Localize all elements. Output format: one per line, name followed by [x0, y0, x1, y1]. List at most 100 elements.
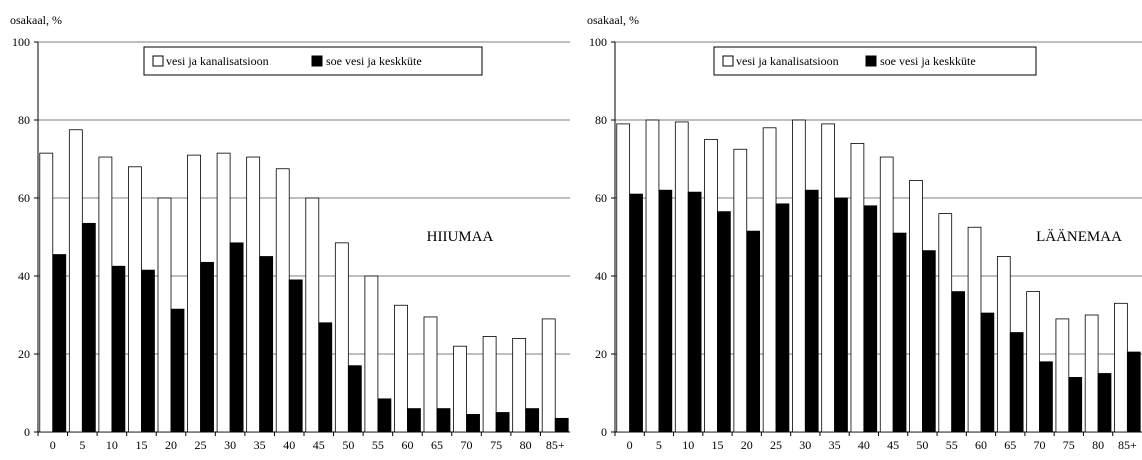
bar-soe-vesi-ja-keskkute: [1009, 332, 1024, 433]
bar-soe-vesi-ja-keskkute: [804, 189, 819, 433]
x-tick-label: 30: [224, 438, 236, 452]
bar-vesi-ja-kanalisatsioon: [938, 213, 953, 433]
bar-vesi-ja-kanalisatsioon: [98, 156, 113, 433]
legend-swatch-black: [311, 55, 323, 67]
bar-soe-vesi-ja-keskkute: [466, 414, 480, 433]
bar-vesi-ja-kanalisatsioon: [541, 318, 556, 433]
x-tick-label: 50: [916, 438, 928, 452]
x-tick-label: 15: [711, 438, 723, 452]
bar-soe-vesi-ja-keskkute: [1068, 376, 1083, 433]
bar-soe-vesi-ja-keskkute: [980, 312, 995, 433]
x-tick-label: 35: [254, 438, 266, 452]
legend-label: soe vesi ja keskküte: [880, 54, 976, 68]
bar-soe-vesi-ja-keskkute: [658, 189, 673, 433]
bar-vesi-ja-kanalisatsioon: [674, 121, 689, 433]
bar-soe-vesi-ja-keskkute: [775, 203, 790, 433]
bar-vesi-ja-kanalisatsioon: [762, 127, 777, 433]
bar-soe-vesi-ja-keskkute: [554, 417, 569, 433]
legend-swatch-black: [865, 55, 877, 67]
y-tick-label: 100: [12, 35, 30, 49]
y-tick-label: 80: [595, 113, 607, 127]
x-tick-label: 85+: [1118, 438, 1137, 452]
x-tick-label: 60: [401, 438, 413, 452]
bar-vesi-ja-kanalisatsioon: [482, 336, 497, 433]
bar-vesi-ja-kanalisatsioon: [68, 129, 83, 433]
x-tick-label: 0: [627, 438, 633, 452]
x-tick-label: 80: [1092, 438, 1104, 452]
x-tick-label: 45: [313, 438, 325, 452]
bar-vesi-ja-kanalisatsioon: [423, 316, 438, 433]
bar-vesi-ja-kanalisatsioon: [821, 123, 835, 433]
bar-soe-vesi-ja-keskkute: [347, 365, 362, 433]
x-tick-label: 40: [283, 438, 295, 452]
x-tick-label: 35: [829, 438, 841, 452]
bar-soe-vesi-ja-keskkute: [407, 408, 421, 433]
bar-soe-vesi-ja-keskkute: [863, 205, 878, 433]
bar-soe-vesi-ja-keskkute: [525, 408, 540, 433]
bar-soe-vesi-ja-keskkute: [436, 408, 451, 433]
y-tick-label: 40: [595, 269, 607, 283]
x-tick-label: 65: [431, 438, 443, 452]
bar-soe-vesi-ja-keskkute: [259, 256, 274, 433]
y-tick-label: 60: [595, 191, 607, 205]
chart-laanemaa: osakaal, % 0 20 40 60 80 100 0 5 10 15 20 25 30 35 40 45…: [587, 13, 1142, 452]
bar-vesi-ja-kanalisatsioon: [246, 156, 261, 433]
x-tick-label: 0: [50, 438, 56, 452]
bar-soe-vesi-ja-keskkute: [170, 308, 185, 433]
bar-soe-vesi-ja-keskkute: [200, 261, 214, 433]
bar-soe-vesi-ja-keskkute: [1097, 373, 1112, 433]
x-tick-label: 60: [975, 438, 987, 452]
x-tick-label: 80: [520, 438, 532, 452]
x-tick-label: 40: [858, 438, 870, 452]
y-tick-label: 60: [18, 191, 30, 205]
bar-vesi-ja-kanalisatsioon: [704, 139, 718, 433]
region-label: LÄÄNEMAA: [1036, 228, 1122, 245]
bar-vesi-ja-kanalisatsioon: [879, 156, 894, 433]
legend-label: vesi ja kanalisatsioon: [736, 54, 839, 68]
bar-vesi-ja-kanalisatsioon: [645, 119, 660, 433]
bar-vesi-ja-kanalisatsioon: [792, 119, 806, 433]
x-tick-label: 45: [887, 438, 899, 452]
bar-vesi-ja-kanalisatsioon: [275, 168, 290, 433]
region-label: HIIUMAA: [427, 229, 494, 245]
bar-vesi-ja-kanalisatsioon: [305, 197, 320, 433]
bar-vesi-ja-kanalisatsioon: [394, 304, 408, 433]
legend-label: soe vesi ja keskküte: [326, 54, 422, 68]
bar-vesi-ja-kanalisatsioon: [128, 166, 142, 433]
y-tick-label: 100: [589, 35, 607, 49]
y-tick-label: 0: [601, 425, 607, 439]
x-tick-label: 15: [135, 438, 147, 452]
y-tick-label: 20: [595, 347, 607, 361]
bar-soe-vesi-ja-keskkute: [717, 211, 731, 433]
x-tick-label: 70: [1034, 438, 1046, 452]
bar-soe-vesi-ja-keskkute: [377, 398, 392, 433]
bar-soe-vesi-ja-keskkute: [229, 242, 244, 433]
x-tick-label: 25: [770, 438, 782, 452]
bar-vesi-ja-kanalisatsioon: [616, 123, 631, 433]
bar-vesi-ja-kanalisatsioon: [1114, 302, 1128, 433]
y-axis-label: osakaal, %: [10, 13, 62, 27]
bar-vesi-ja-kanalisatsioon: [733, 148, 748, 433]
x-tick-label: 85+: [546, 438, 565, 452]
bar-soe-vesi-ja-keskkute: [629, 193, 643, 433]
bar-vesi-ja-kanalisatsioon: [216, 152, 231, 433]
x-tick-label: 5: [79, 438, 85, 452]
bar-soe-vesi-ja-keskkute: [892, 232, 907, 433]
x-tick-label: 75: [490, 438, 502, 452]
bar-vesi-ja-kanalisatsioon: [967, 226, 982, 433]
bar-soe-vesi-ja-keskkute: [922, 250, 936, 433]
bar-soe-vesi-ja-keskkute: [1126, 351, 1141, 433]
bar-soe-vesi-ja-keskkute: [141, 269, 155, 433]
bar-soe-vesi-ja-keskkute: [318, 322, 333, 433]
x-tick-label: 30: [799, 438, 811, 452]
y-tick-label: 80: [18, 113, 30, 127]
x-tick-label: 10: [106, 438, 118, 452]
bar-vesi-ja-kanalisatsioon: [157, 197, 172, 433]
bar-soe-vesi-ja-keskkute: [951, 291, 965, 433]
x-tick-label: 20: [741, 438, 753, 452]
bar-soe-vesi-ja-keskkute: [111, 265, 126, 433]
y-axis-label: osakaal, %: [587, 13, 639, 27]
bar-vesi-ja-kanalisatsioon: [39, 152, 54, 433]
bar-vesi-ja-kanalisatsioon: [850, 142, 865, 433]
bar-soe-vesi-ja-keskkute: [81, 222, 96, 433]
